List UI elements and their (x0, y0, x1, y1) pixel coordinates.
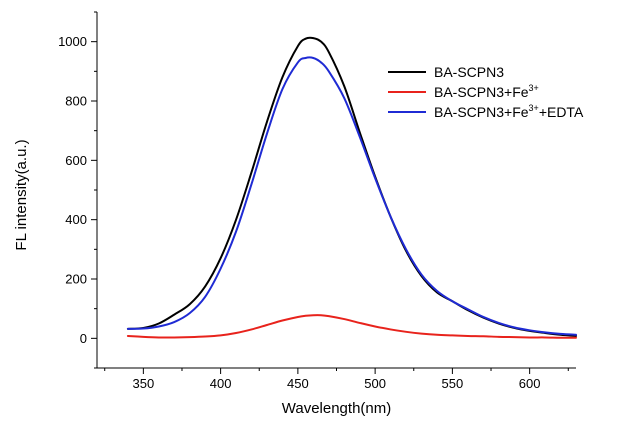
x-tick-label: 550 (442, 376, 464, 391)
x-tick-label: 600 (519, 376, 541, 391)
x-tick-label: 500 (364, 376, 386, 391)
legend-label: BA-SCPN3+Fe3++EDTA (434, 103, 584, 120)
legend-label: BA-SCPN3+Fe3+ (434, 83, 539, 100)
x-axis-title: Wavelength(nm) (282, 400, 391, 417)
y-tick-label: 200 (65, 272, 87, 287)
legend: BA-SCPN3 BA-SCPN3+Fe3+ BA-SCPN3+Fe3++EDTA (388, 64, 584, 120)
y-tick-label: 800 (65, 94, 87, 109)
y-axis-title: FL intensity(a.u.) (13, 139, 30, 250)
y-tick-label: 600 (65, 153, 87, 168)
y-tick-label: 0 (80, 331, 87, 346)
y-tick-label: 1000 (58, 34, 87, 49)
series-line-ba-scpn3 (126, 36, 577, 337)
legend-label: BA-SCPN3 (434, 64, 504, 80)
x-tick-label: 400 (210, 376, 232, 391)
x-tick-label: 350 (133, 376, 155, 391)
series-line-ba-scpn3-fe3-edta (126, 56, 577, 336)
x-tick-label: 450 (287, 376, 309, 391)
series-group (126, 36, 577, 339)
axes: 350 400 450 500 550 600 0 200 400 600 800 1000 (58, 11, 576, 391)
series-line-ba-scpn3-fe3 (126, 314, 577, 339)
y-tick-label: 400 (65, 212, 87, 227)
